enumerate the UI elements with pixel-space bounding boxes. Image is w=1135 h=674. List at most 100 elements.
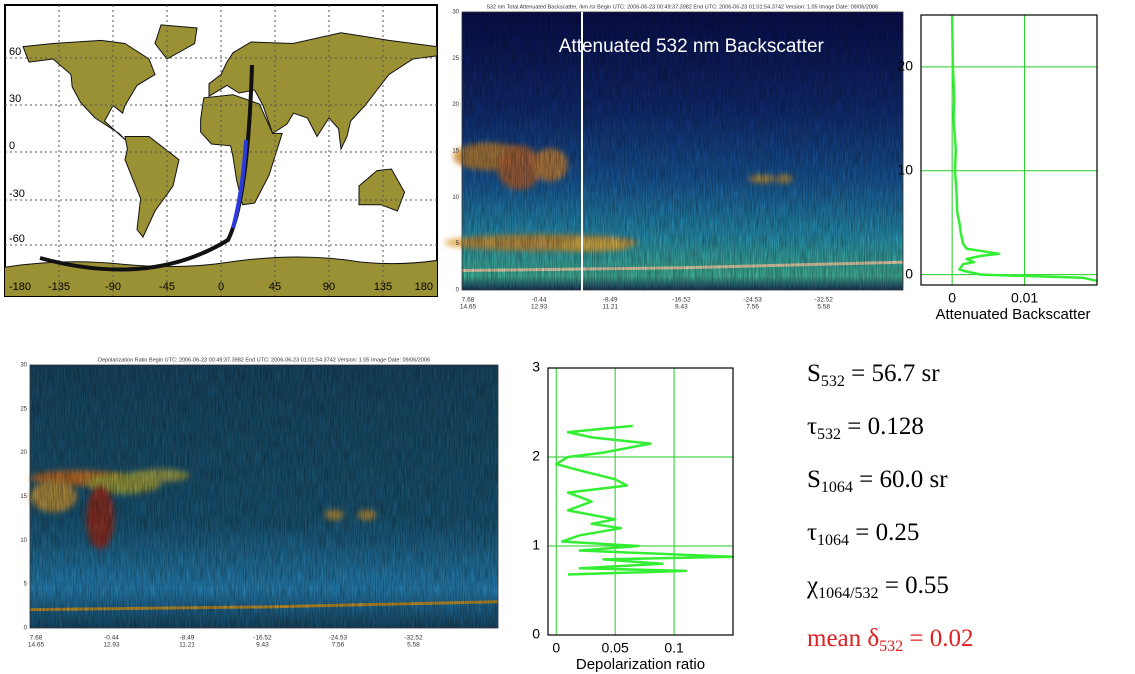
y-tick-label: 0	[532, 626, 540, 642]
curtain-image: Depolarization Ratio Begin UTC: 2006-06-…	[20, 357, 499, 649]
altitude-label: 30	[452, 10, 459, 16]
curtain-x-label: 7.56	[332, 642, 345, 649]
lon-label: -180	[9, 281, 31, 293]
south-america	[124, 136, 180, 238]
altitude-label: 5	[24, 582, 28, 588]
curtains: 532 nm Total Attenuated Backscatter, /km…	[20, 4, 904, 649]
lon-label: -135	[48, 281, 70, 293]
parameter-symbol: S	[807, 360, 821, 387]
curtain-x-label: 9.43	[256, 642, 269, 649]
parameter: mean δ532 = 0.02	[807, 625, 974, 655]
curtain-x-label: -24.53	[743, 297, 762, 304]
parameter-value: = 0.55	[879, 572, 949, 599]
parameter: τ532 = 0.128	[807, 413, 924, 443]
curtain-x-label: -32.52	[404, 635, 423, 642]
parameter-value: = 0.25	[849, 519, 919, 546]
parameter-value: = 0.02	[903, 625, 973, 652]
curtain-x-label: 12.93	[531, 304, 548, 311]
greenland	[154, 24, 198, 60]
lon-label: -90	[105, 281, 121, 293]
parameter-subscript: 1064/532	[818, 585, 878, 602]
parameter-symbol: χ	[806, 572, 818, 599]
lat-label: -30	[9, 188, 25, 200]
lon-label: 45	[269, 281, 281, 293]
curtain-x-label: -8.49	[180, 635, 195, 642]
curtain-x-label: 5.58	[407, 642, 420, 649]
lat-label: 30	[9, 93, 21, 105]
parameter: χ1064/532 = 0.55	[806, 572, 949, 602]
x-tick-label: 0.05	[602, 640, 629, 656]
y-tick-label: 3	[532, 359, 540, 375]
curtain-x-label: 7.56	[746, 304, 759, 311]
plot-frame	[547, 367, 734, 636]
curtain-noise	[30, 365, 498, 628]
parameter: S532 = 56.7 sr	[807, 360, 940, 390]
lon-label: 0	[218, 281, 224, 293]
curtain-x-label: -8.49	[603, 297, 618, 304]
parameter-symbol: mean δ	[807, 625, 879, 652]
north-america	[22, 39, 156, 140]
curtain-title: Attenuated 532 nm Backscatter	[559, 36, 825, 57]
altitude-label: 25	[20, 406, 27, 412]
curtain-header: Depolarization Ratio Begin UTC: 2006-06-…	[98, 357, 430, 363]
x-tick-label: 0	[552, 640, 560, 656]
parameter-symbol: S	[807, 466, 821, 493]
parameter-symbol: τ	[807, 519, 817, 546]
curtain-x-label: -16.52	[253, 635, 272, 642]
altitude-label: 20	[452, 102, 459, 108]
lat-label: 0	[9, 140, 15, 152]
curtain-x-label: -16.52	[672, 297, 691, 304]
curtain-noise	[462, 12, 903, 290]
curtain-x-label: 7.68	[30, 635, 43, 642]
curtain-header: 532 nm Total Attenuated Backscatter, /km…	[487, 4, 878, 10]
lon-label: 135	[374, 281, 392, 293]
plot-area	[548, 368, 733, 635]
curtain-x-label: 14.65	[460, 304, 477, 311]
curtain-frame	[461, 11, 904, 291]
altitude-label: 30	[20, 363, 27, 369]
lon-label: 90	[323, 281, 335, 293]
x-axis-label: Attenuated Backscatter	[935, 306, 1090, 323]
parameter-symbol: τ	[807, 413, 817, 440]
curtain-x-label: 9.43	[675, 304, 688, 311]
curtain-x-label: 14.65	[28, 642, 45, 649]
y-tick-label: 2	[532, 448, 540, 464]
curtain-x-label: 5.58	[817, 304, 830, 311]
parameter-subscript: 532	[817, 426, 841, 443]
world-map: 60 30 0 -30 -60 -180 -135 -90 -45 0 45 90 135 180	[4, 4, 438, 297]
altitude-label: 0	[456, 288, 460, 294]
altitude-label: 5	[456, 241, 460, 247]
parameter-subscript: 532	[879, 638, 903, 655]
graticule	[5, 5, 437, 296]
map-labels: 60 30 0 -30 -60 -180 -135 -90 -45 0 45 90 135 180	[9, 46, 433, 293]
curtain-x-label: 7.68	[462, 297, 475, 304]
y-tick-label: 0	[905, 265, 913, 281]
parameter-subscript: 1064	[817, 532, 849, 549]
x-axis-label: Depolarization ratio	[576, 656, 705, 673]
x-tick-label: 0.1	[664, 640, 684, 656]
curtain-x-label: 11.21	[602, 304, 618, 311]
plot-area	[921, 15, 1097, 285]
curtain-x-label: 12.93	[103, 642, 120, 649]
parameter-value: = 0.128	[841, 413, 924, 440]
track-segment	[231, 139, 248, 229]
altitude-label: 15	[20, 494, 27, 500]
altitude-label: 0	[24, 626, 28, 632]
parameter-value: = 56.7 sr	[845, 360, 940, 387]
x-tick-label: 0.01	[1011, 290, 1038, 306]
parameter-subscript: 1064	[821, 479, 853, 496]
parameter-value: = 60.0 sr	[853, 466, 948, 493]
y-tick-label: 1	[532, 537, 540, 553]
altitude-label: 10	[452, 195, 459, 201]
altitude-label: 10	[20, 538, 27, 544]
lon-label: 180	[415, 281, 433, 293]
curtain-x-label: -0.44	[532, 297, 547, 304]
profile-line	[554, 424, 735, 576]
profile-line	[950, 14, 1098, 283]
